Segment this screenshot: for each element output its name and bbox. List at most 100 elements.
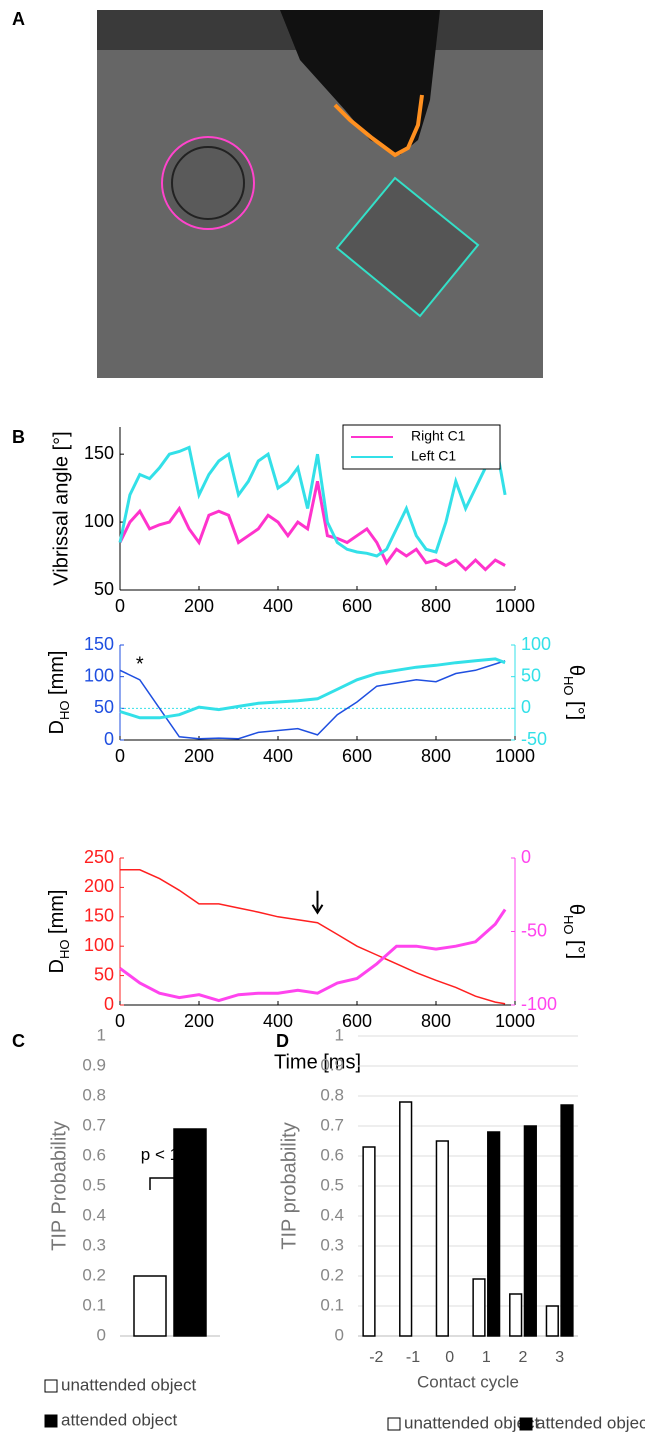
x-tick-label: 400 <box>263 746 293 766</box>
y-axis-title: Vibrissal angle [°] <box>50 431 72 585</box>
x-tick-label: -1 <box>406 1349 420 1366</box>
axis-title-part: HO <box>57 940 72 960</box>
x-axis-title: Time [ms] <box>274 1051 361 1073</box>
x-tick-label: 200 <box>184 746 214 766</box>
bar <box>173 1128 207 1337</box>
axis-title-part: [mm] <box>46 890 68 940</box>
series-line <box>119 657 506 720</box>
photo <box>97 10 543 378</box>
y-tick-label: 0.5 <box>320 1175 344 1194</box>
x-tick-label: 400 <box>263 1011 293 1031</box>
y-tick-label: 0 <box>335 1325 344 1344</box>
x-tick-label: 0 <box>115 596 125 616</box>
x-tick-label: 1000 <box>495 1011 535 1031</box>
legend-label: unattended object <box>404 1413 539 1432</box>
axis-title: DHO [mm] <box>46 890 72 974</box>
legend-label: attended object <box>536 1413 645 1432</box>
x-tick-label: 0 <box>115 1011 125 1031</box>
panel-label: C <box>12 1031 25 1051</box>
y-tick-label: 100 <box>84 665 114 685</box>
y-tick-label: 0.7 <box>320 1115 344 1134</box>
bar <box>399 1101 413 1337</box>
bar <box>133 1275 167 1337</box>
legend-swatch <box>44 1414 58 1428</box>
x-tick-label: 800 <box>421 596 451 616</box>
bar <box>509 1293 523 1337</box>
legend-swatch <box>44 1379 58 1393</box>
y-tick-label: 0.4 <box>320 1205 344 1224</box>
y-tick-label: 0 <box>97 1325 106 1344</box>
y-tick-label: 0.6 <box>320 1145 344 1164</box>
y-tick-label: 0.1 <box>320 1295 344 1314</box>
y-tick-label: 0.8 <box>82 1085 106 1104</box>
legend-box <box>342 424 501 470</box>
y2-tick-label: 0 <box>521 697 531 717</box>
y-tick-label: 0.2 <box>82 1265 106 1284</box>
y-tick-label: 50 <box>94 579 114 599</box>
axis-title-part: θ <box>565 665 587 676</box>
round-object-inner <box>171 146 245 220</box>
head-outline <box>333 94 424 158</box>
x-tick-label: 0 <box>115 746 125 766</box>
legend-label: Left C1 <box>411 448 456 464</box>
y-tick-label: 0 <box>104 994 114 1014</box>
legend-label: attended object <box>61 1410 178 1429</box>
y2-tick-label: 50 <box>521 665 541 685</box>
axis-title: θHO [°] <box>561 904 587 959</box>
animal <box>280 10 440 155</box>
y2-tick-label: 0 <box>521 847 531 867</box>
axis-title: θHO [°] <box>561 665 587 720</box>
y-tick-label: 0 <box>104 729 114 749</box>
y-tick-label: 0.3 <box>82 1235 106 1254</box>
y-axis-title: TIP probability <box>278 1122 300 1249</box>
arrow <box>311 890 324 915</box>
series-line <box>120 869 506 1005</box>
y2-tick-label: 100 <box>521 634 551 654</box>
y-tick-label: 0.2 <box>320 1265 344 1284</box>
x-tick-label: 1 <box>482 1349 491 1366</box>
x-tick-label: 800 <box>421 746 451 766</box>
annotation-part: -4 <box>189 1141 200 1155</box>
series-line <box>119 660 506 740</box>
y-tick-label: 1 <box>97 1025 106 1044</box>
y-tick-label: 0.8 <box>320 1085 344 1104</box>
legend-label: unattended object <box>61 1375 196 1394</box>
x-tick-label: 0 <box>445 1349 454 1366</box>
axis-title-part: HO <box>561 676 576 696</box>
axis-title-part: HO <box>561 915 576 935</box>
significance-bracket <box>149 1177 191 1190</box>
y-tick-label: 0.1 <box>82 1295 106 1314</box>
axis-title-part: [°] <box>565 934 587 959</box>
legend-swatch <box>387 1417 401 1431</box>
axis-title-part: HO <box>57 701 72 721</box>
y2-tick-label: -100 <box>521 994 557 1014</box>
annotation: p < 10-4 <box>141 1141 200 1164</box>
y2-tick-label: -50 <box>521 920 547 940</box>
x-tick-label: 200 <box>184 596 214 616</box>
y-tick-label: 0.4 <box>82 1205 106 1224</box>
y-tick-label: 0.3 <box>320 1235 344 1254</box>
panel-label: B <box>12 427 25 447</box>
y-tick-label: 100 <box>84 935 114 955</box>
x-tick-label: 400 <box>263 596 293 616</box>
panel-label: D <box>276 1031 289 1051</box>
x-tick-label: 1000 <box>495 746 535 766</box>
y-tick-label: 150 <box>84 634 114 654</box>
x-axis-title: Contact cycle <box>417 1372 519 1391</box>
x-tick-label: -2 <box>369 1349 383 1366</box>
y2-tick-label: -50 <box>521 729 547 749</box>
y-tick-label: 0.7 <box>82 1115 106 1134</box>
series-line <box>118 480 506 572</box>
y-tick-label: 100 <box>84 511 114 531</box>
legend-swatch <box>519 1417 533 1431</box>
axis-title-part: [mm] <box>46 651 68 701</box>
round-object <box>161 136 255 230</box>
x-tick-label: 800 <box>421 1011 451 1031</box>
y-tick-label: 1 <box>335 1025 344 1044</box>
y-tick-label: 200 <box>84 876 114 896</box>
axis-title-part: θ <box>565 904 587 915</box>
bar <box>362 1146 376 1337</box>
x-tick-label: 3 <box>555 1349 564 1366</box>
annotation-part: p < 10 <box>141 1145 189 1164</box>
